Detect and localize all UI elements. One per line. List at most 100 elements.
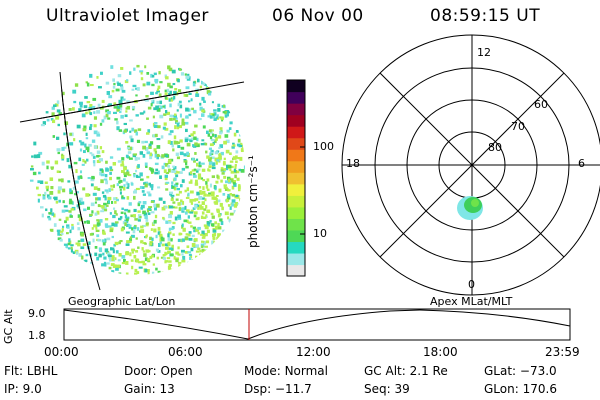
speckle-dot bbox=[203, 193, 207, 197]
speckle-dot bbox=[185, 107, 189, 112]
speckle-dot bbox=[93, 111, 96, 114]
speckle-dot bbox=[205, 250, 210, 253]
speckle-dot bbox=[211, 240, 214, 245]
speckle-dot bbox=[200, 215, 204, 219]
speckle-dot bbox=[124, 114, 128, 118]
speckle-dot bbox=[173, 91, 177, 95]
speckle-dot bbox=[123, 172, 126, 175]
speckle-dot bbox=[160, 256, 165, 259]
speckle-dot bbox=[123, 129, 127, 133]
speckle-dot bbox=[206, 178, 210, 182]
speckle-dot bbox=[134, 268, 138, 273]
speckle-dot bbox=[197, 226, 201, 230]
speckle-dot bbox=[112, 264, 117, 268]
speckle-dot bbox=[112, 247, 115, 251]
speckle-dot bbox=[116, 198, 120, 202]
speckle-dot bbox=[153, 72, 157, 76]
speckle-dot bbox=[166, 257, 171, 260]
speckle-dot bbox=[66, 226, 70, 229]
speckle-dot bbox=[71, 223, 74, 226]
speckle-dot bbox=[190, 98, 193, 102]
speckle-dot bbox=[216, 114, 219, 117]
speckle-dot bbox=[145, 98, 149, 102]
speckle-dot bbox=[216, 208, 220, 212]
speckle-dot bbox=[175, 198, 179, 201]
speckle-dot bbox=[97, 219, 101, 223]
speckle-dot bbox=[168, 260, 172, 263]
speckle-dot bbox=[186, 245, 190, 249]
speckle-dot bbox=[175, 182, 179, 185]
speckle-dot bbox=[59, 170, 62, 173]
speckle-dot bbox=[141, 186, 145, 190]
speckle-dot bbox=[42, 121, 46, 125]
speckle-dot bbox=[156, 88, 160, 92]
speckle-dot bbox=[165, 181, 170, 184]
speckle-dot bbox=[94, 201, 97, 204]
speckle-dot bbox=[167, 65, 171, 70]
speckle-dot bbox=[180, 200, 185, 205]
speckle-dot bbox=[220, 167, 224, 170]
speckle-dot bbox=[167, 236, 171, 241]
speckle-dot bbox=[115, 267, 119, 271]
speckle-dot bbox=[196, 144, 200, 148]
speckle-dot bbox=[133, 190, 137, 194]
speckle-dot bbox=[214, 151, 219, 155]
speckle-dot bbox=[91, 105, 96, 110]
speckle-dot bbox=[85, 132, 88, 136]
speckle-dot bbox=[210, 152, 214, 156]
speckle-dot bbox=[56, 136, 60, 140]
speckle-dot bbox=[217, 103, 221, 107]
speckle-dot bbox=[218, 153, 221, 156]
speckle-dot bbox=[88, 143, 92, 147]
speckle-dot bbox=[154, 80, 158, 84]
speckle-dot bbox=[138, 214, 142, 217]
speckle-dot bbox=[114, 241, 119, 246]
speckle-dot bbox=[164, 206, 168, 209]
speckle-dot bbox=[118, 272, 122, 275]
speckle-dot bbox=[237, 157, 241, 160]
speckle-dot bbox=[146, 81, 151, 86]
speckle-dot bbox=[120, 163, 125, 167]
speckle-dot bbox=[201, 245, 204, 249]
color-bar-unit-label: photon cm⁻²s⁻¹ bbox=[246, 155, 260, 248]
speckle-dot bbox=[142, 83, 146, 87]
speckle-dot bbox=[201, 162, 205, 165]
speckle-dot bbox=[223, 140, 227, 145]
speckle-dot bbox=[37, 154, 41, 159]
speckle-dot bbox=[151, 83, 155, 87]
speckle-dot bbox=[177, 102, 181, 107]
speckle-dot bbox=[174, 113, 177, 116]
speckle-dot bbox=[201, 113, 205, 117]
speckle-dot bbox=[156, 90, 160, 93]
speckle-dot bbox=[112, 184, 116, 188]
speckle-dot bbox=[84, 96, 88, 99]
speckle-dot bbox=[137, 164, 140, 168]
speckle-dot bbox=[156, 138, 161, 141]
speckle-dot bbox=[160, 105, 163, 110]
speckle-dot bbox=[112, 162, 117, 166]
auroral-spot bbox=[457, 196, 483, 220]
speckle-dot bbox=[93, 224, 98, 228]
speckle-dot bbox=[225, 186, 228, 190]
timeline-tick-3: 18:00 bbox=[423, 345, 458, 359]
color-bar-segment bbox=[287, 80, 305, 93]
speckle-dot bbox=[192, 172, 196, 176]
speckle-dot bbox=[62, 225, 65, 228]
speckle-dot bbox=[197, 247, 201, 250]
speckle-dot bbox=[229, 206, 232, 210]
speckle-dot bbox=[100, 71, 103, 75]
speckle-dot bbox=[127, 183, 130, 187]
speckle-dot bbox=[150, 211, 155, 214]
speckle-dot bbox=[223, 160, 226, 165]
speckle-dot bbox=[99, 146, 103, 150]
timeline-tick-1: 06:00 bbox=[168, 345, 203, 359]
speckle-dot bbox=[198, 196, 203, 200]
speckle-dot bbox=[67, 242, 71, 246]
speckle-dot bbox=[187, 261, 192, 265]
speckle-dot bbox=[158, 197, 163, 201]
speckle-dot bbox=[169, 205, 173, 209]
speckle-dot bbox=[191, 137, 194, 142]
speckle-dot bbox=[201, 240, 204, 243]
speckle-dot bbox=[113, 207, 116, 210]
speckle-dot bbox=[154, 153, 157, 158]
